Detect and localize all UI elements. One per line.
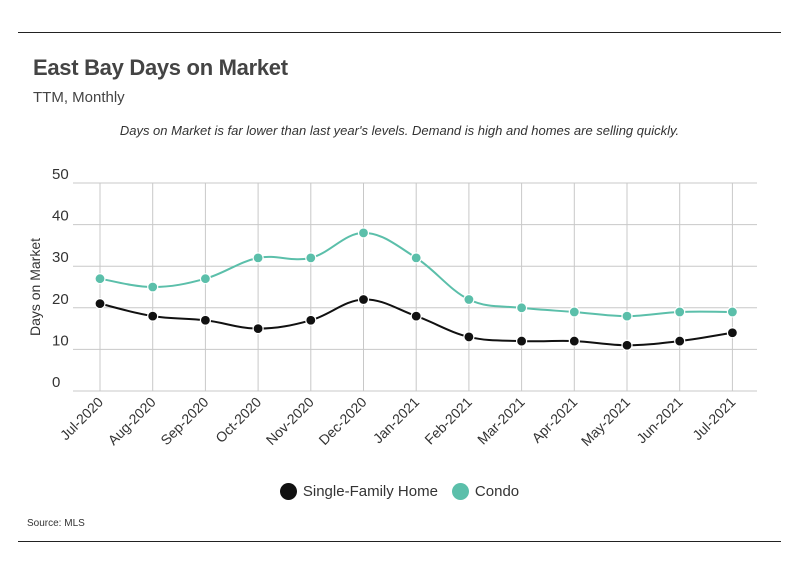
data-point-sfh [410, 310, 422, 322]
x-tick-label: Dec-2020 [315, 394, 369, 448]
x-tick-label: Apr-2021 [528, 394, 580, 446]
y-tick-label: 40 [52, 208, 69, 225]
x-tick-label: Oct-2020 [212, 394, 264, 446]
data-point-sfh [568, 335, 580, 347]
data-point-sfh [357, 293, 370, 306]
data-point-sfh [305, 314, 317, 326]
x-tick-label: Aug-2020 [105, 394, 159, 448]
data-point-condo [726, 306, 739, 318]
data-point-sfh [147, 310, 159, 322]
data-point-condo [305, 252, 317, 264]
chart-subtitle: TTM, Monthly [33, 89, 125, 106]
y-axis-label: Days on Market [27, 238, 43, 336]
x-tick-label: Jan-2021 [370, 394, 423, 447]
x-tick-label: Jun-2021 [633, 394, 686, 447]
legend-item-sfh: Single-Family Home [279, 483, 438, 500]
legend-swatch-condo [451, 483, 469, 500]
data-point-condo [568, 306, 580, 318]
data-point-sfh [621, 339, 633, 351]
data-point-condo [94, 273, 106, 285]
y-tick-label: 50 [52, 166, 69, 183]
x-tick-label: Jul-2021 [689, 394, 738, 443]
x-tick-label: May-2021 [578, 394, 633, 449]
x-tick-label: Jul-2020 [57, 394, 106, 443]
y-tick-label: 0 [52, 374, 60, 391]
x-tick-label: Sep-2020 [157, 394, 211, 448]
legend: Single-Family Home Condo [0, 483, 799, 500]
data-point-condo [621, 310, 633, 322]
bottom-rule [18, 541, 781, 542]
data-point-condo [357, 227, 370, 239]
y-tick-label: 10 [52, 332, 69, 349]
x-tick-label: Mar-2021 [474, 394, 528, 448]
data-point-condo [410, 252, 422, 264]
y-tick-label: 20 [52, 291, 69, 308]
data-point-sfh [515, 335, 528, 347]
data-point-condo [199, 273, 211, 285]
data-point-sfh [726, 327, 739, 339]
top-rule [18, 32, 781, 33]
legend-label-condo: Condo [474, 483, 520, 500]
chart-title: East Bay Days on Market [33, 55, 288, 80]
x-tick-label: Nov-2020 [263, 394, 317, 448]
legend-item-condo: Condo [451, 483, 520, 500]
data-point-sfh [674, 335, 686, 347]
data-point-sfh [94, 298, 106, 310]
legend-label-sfh: Single-Family Home [302, 483, 438, 500]
x-tick-label: Feb-2021 [421, 394, 475, 448]
data-point-condo [674, 306, 686, 318]
data-point-condo [463, 293, 475, 306]
data-point-sfh [199, 314, 211, 326]
source-note: Source: MLS [27, 518, 85, 529]
data-point-condo [147, 281, 159, 293]
data-point-sfh [463, 331, 475, 343]
y-tick-label: 30 [52, 249, 69, 266]
legend-swatch-sfh [279, 483, 297, 500]
chart-note: Days on Market is far lower than last ye… [119, 123, 680, 138]
data-point-sfh [252, 323, 264, 335]
data-point-condo [515, 302, 528, 314]
data-point-condo [252, 252, 264, 264]
